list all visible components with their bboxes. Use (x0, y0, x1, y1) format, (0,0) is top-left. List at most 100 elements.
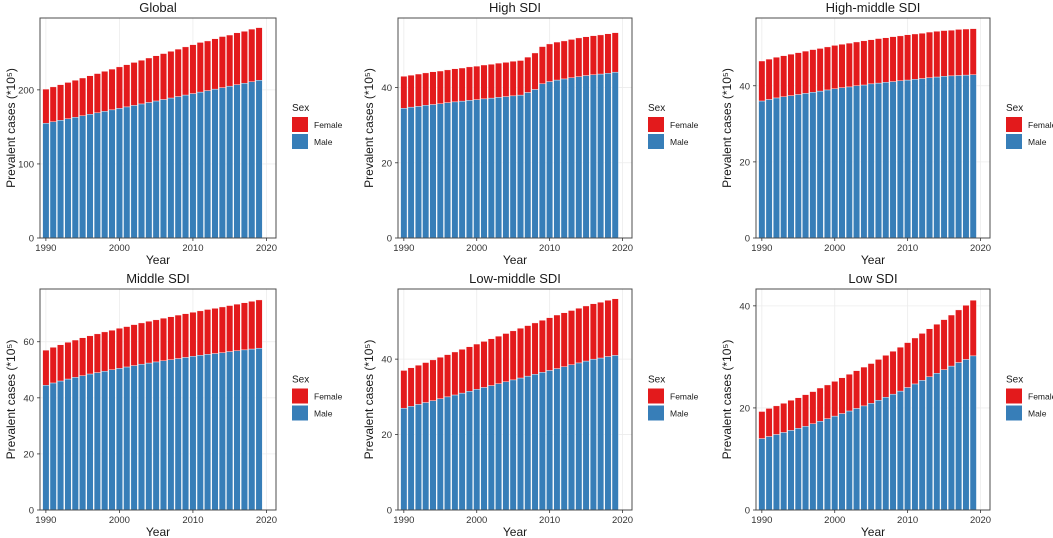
bar-male (824, 89, 831, 239)
bar-male (473, 389, 481, 511)
bar-female (947, 29, 955, 77)
bar-female (196, 310, 204, 356)
bar-male (560, 366, 568, 511)
bar-male (947, 75, 955, 239)
bar-male (79, 115, 87, 239)
bar-male (853, 85, 861, 239)
bar-male (130, 365, 138, 511)
bar-male (218, 87, 226, 239)
bar-male (64, 378, 72, 511)
bar-male (204, 354, 212, 511)
panel-border (397, 288, 633, 511)
bar-male (896, 80, 904, 239)
bar-male (502, 96, 510, 239)
bar-female (538, 46, 546, 85)
bar-female (969, 300, 977, 357)
bar-female (71, 80, 79, 118)
bar-female (773, 405, 780, 435)
bar-female (473, 65, 481, 100)
legend: Sex Female Male (1006, 375, 1053, 421)
bar-male (904, 387, 912, 511)
x-tick-label: 2010 (539, 515, 560, 526)
bar-female (57, 84, 65, 121)
bar-female (896, 346, 904, 392)
x-tick-label: 2010 (897, 515, 918, 526)
legend-key-male (648, 134, 664, 149)
bar-female (962, 305, 970, 360)
x-axis-title: Year (503, 525, 527, 538)
legend-title: Sex (292, 375, 309, 386)
bar-female (204, 309, 212, 355)
legend-label-female: Female (314, 392, 343, 402)
bar-female (875, 359, 882, 401)
bar-male (407, 406, 415, 511)
bar-female (568, 310, 575, 366)
bar-male (947, 365, 955, 511)
bar-male (495, 383, 503, 511)
bar-male (255, 80, 263, 239)
bar-male (845, 86, 853, 239)
legend-key-male (292, 134, 308, 149)
bar-male (758, 438, 766, 511)
bar-male (926, 77, 933, 239)
bar-female (882, 355, 890, 398)
bar-male (889, 81, 897, 239)
bar-female (758, 60, 766, 102)
bar-male (794, 428, 802, 511)
bar-male (509, 95, 517, 239)
bar-female (444, 69, 451, 103)
legend-label-male: Male (670, 409, 689, 419)
bar-female (582, 305, 590, 362)
legend-label-female: Female (314, 120, 343, 130)
bar-male (889, 393, 897, 511)
bar-male (71, 377, 79, 511)
y-axis-title: Prevalent cases (*10⁵) (4, 68, 18, 188)
bar-male (429, 104, 437, 239)
bar-female (108, 68, 116, 111)
bar-male (933, 373, 941, 511)
bar-female (794, 52, 802, 95)
bar-female (611, 32, 619, 73)
bar-male (182, 94, 190, 239)
chart-title: Low-middle SDI (469, 271, 561, 286)
legend: Sex Female Male (292, 375, 343, 421)
bar-female (400, 370, 408, 409)
bar-female (787, 400, 795, 431)
bar-female (502, 62, 510, 97)
bar-female (918, 33, 926, 79)
bar-female (831, 381, 839, 417)
bar-male (896, 390, 904, 511)
bar-female (611, 298, 619, 356)
bar-male (538, 372, 546, 511)
bar-male (422, 105, 430, 239)
bar-male (853, 408, 861, 511)
bar-female (42, 349, 50, 386)
bar-male (531, 89, 539, 239)
bar-female (809, 391, 817, 424)
bar-male (101, 111, 109, 239)
x-axis-title: Year (146, 253, 170, 267)
bar-male (780, 96, 788, 239)
bar-male (831, 415, 839, 511)
panel-border (755, 17, 991, 239)
bar-female (123, 64, 131, 108)
legend-label-male: Male (314, 137, 333, 147)
bar-male (860, 84, 868, 239)
bar-female (787, 53, 795, 96)
legend-key-male (1006, 405, 1022, 421)
bar-male (451, 394, 459, 511)
x-axis-title: Year (146, 525, 170, 538)
bar-female (400, 76, 408, 109)
bar-female (816, 387, 824, 422)
legend-title: Sex (648, 103, 665, 114)
bar-female (773, 57, 780, 99)
bar-male (568, 77, 575, 239)
bar-male (575, 76, 583, 239)
bar-male (451, 101, 459, 239)
bar-female (218, 36, 226, 88)
bar-male (765, 436, 773, 511)
bar-female (524, 56, 532, 93)
y-tick-label: 20 (739, 157, 750, 168)
bar-male (904, 79, 912, 239)
bar-male (71, 117, 79, 239)
